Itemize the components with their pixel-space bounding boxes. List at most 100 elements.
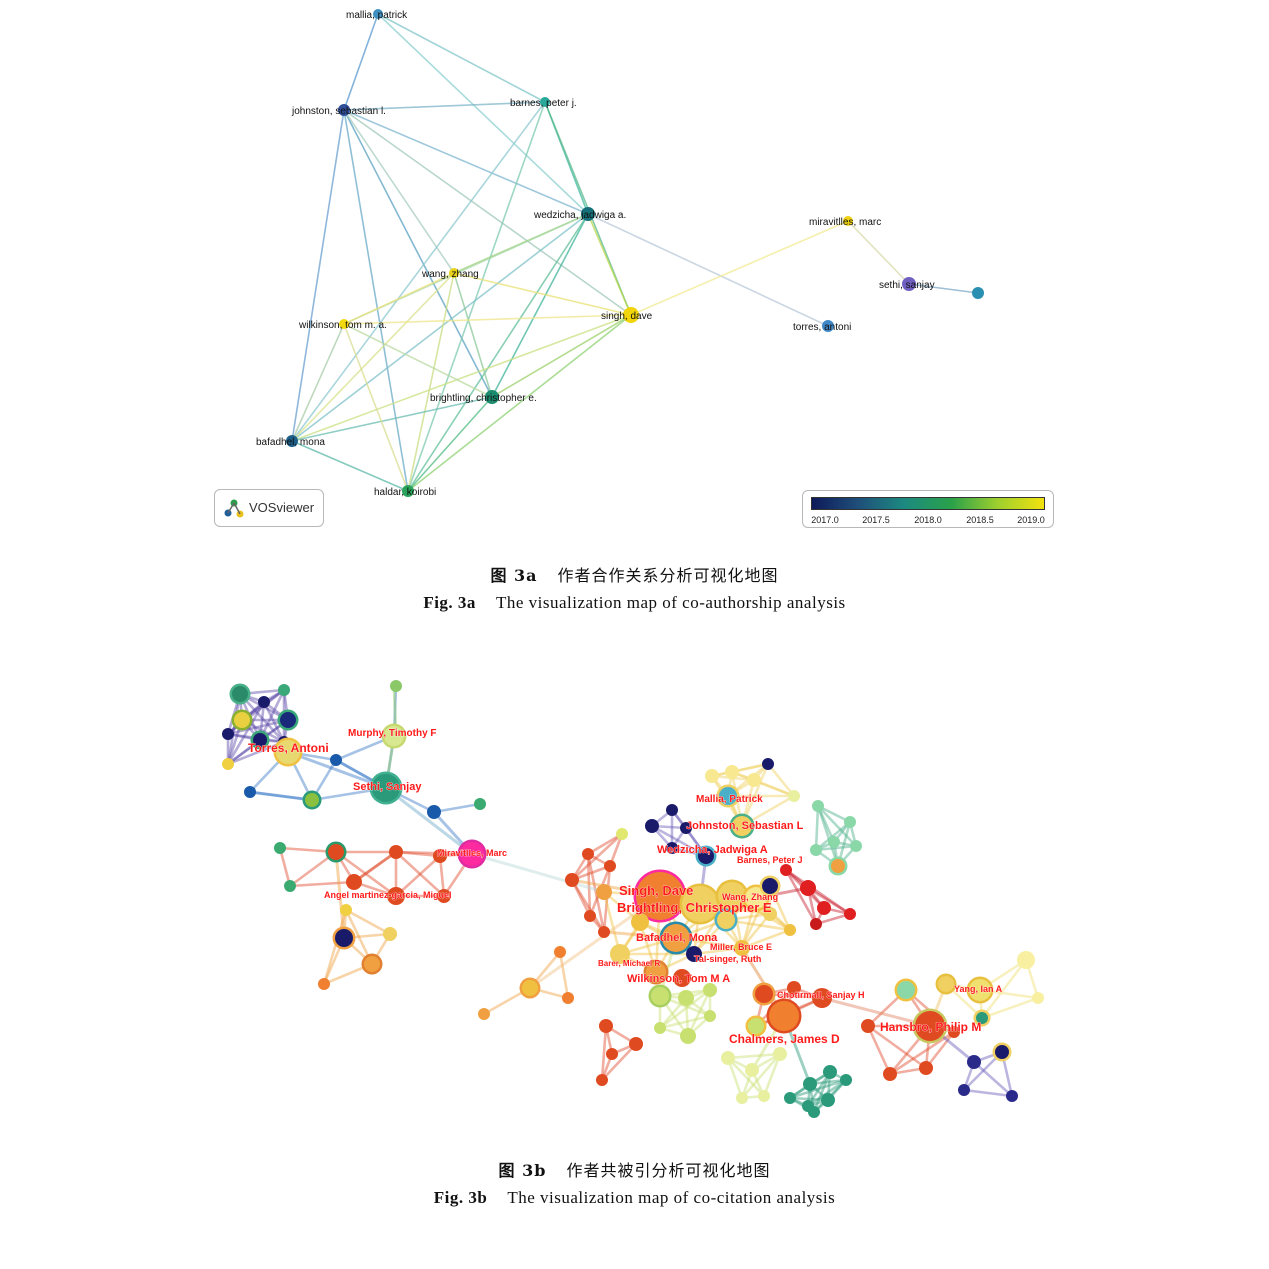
edge	[529, 894, 661, 990]
node	[821, 1093, 835, 1107]
node	[1032, 992, 1044, 1004]
edge-wedzicha-singh	[587, 213, 632, 316]
node	[1017, 951, 1035, 969]
node	[646, 962, 666, 982]
node	[948, 1026, 960, 1038]
node	[1006, 1090, 1018, 1102]
node	[976, 1012, 988, 1024]
author-label: Wedzicha, Jadwiga A	[657, 844, 768, 856]
figure-3a-caption-en: Fig. 3a The visualization map of co-autho…	[0, 593, 1269, 613]
node	[758, 1090, 770, 1102]
node	[915, 1011, 945, 1041]
co-citation-network: Torres, Antoni Murphy, Timothy F Sethi, Sa…	[222, 680, 1044, 1118]
caption-label: 图 3b	[498, 1161, 547, 1180]
edge-wedzicha-torres	[587, 213, 829, 327]
edge	[817, 805, 857, 847]
author-label: Tal-singer, Ruth	[694, 954, 761, 964]
vosviewer-icon	[224, 499, 244, 518]
edge-mallia-wedzicha	[377, 13, 589, 215]
node-label-sethi: sethi, sanjay	[879, 280, 935, 291]
node	[831, 859, 845, 873]
node	[736, 1092, 748, 1104]
edge-singh-haldar	[407, 314, 632, 492]
edge	[322, 909, 348, 985]
node	[390, 680, 402, 692]
edge	[731, 770, 795, 798]
node	[718, 882, 746, 910]
node	[800, 880, 816, 896]
edge	[227, 740, 285, 766]
node	[666, 842, 678, 854]
node-brightling	[485, 390, 499, 404]
author-label: Brightling, Christopher E	[617, 900, 772, 915]
node	[755, 985, 773, 1003]
node	[280, 712, 296, 728]
node	[803, 1077, 817, 1091]
edge	[558, 951, 570, 999]
node	[584, 910, 596, 922]
node	[384, 726, 404, 746]
node	[680, 1028, 696, 1044]
edge	[334, 851, 346, 939]
edge-miravitlles-sethi	[847, 220, 910, 285]
node	[747, 773, 761, 787]
node	[828, 836, 840, 848]
node	[554, 946, 566, 958]
node	[222, 758, 234, 770]
edge	[249, 790, 313, 802]
node	[629, 1037, 643, 1051]
author-label: Singh, Dave	[619, 883, 693, 898]
node	[318, 978, 330, 990]
edge	[807, 1078, 847, 1108]
node-label-torres: torres, antoni	[793, 322, 851, 333]
edge	[602, 891, 622, 955]
node-label-mallia: mallia, patrick	[346, 10, 408, 21]
node	[745, 887, 767, 909]
node	[919, 1061, 933, 1075]
edge-johnston-barnes	[343, 101, 546, 111]
edge	[600, 1025, 608, 1081]
node	[604, 860, 616, 872]
node-label-singh: singh, dave	[601, 311, 653, 322]
node	[387, 887, 405, 905]
edge-barnes-bafadhel	[291, 101, 546, 442]
node	[631, 913, 649, 931]
edge	[385, 786, 473, 856]
co-authorship-network: mallia, patrick johnston, sebastian l. bar…	[256, 9, 984, 498]
node	[748, 1018, 764, 1034]
edge	[693, 946, 743, 956]
edge-bafadhel-wilkinson	[291, 323, 345, 442]
node-label-haldar: haldar, koirobi	[374, 487, 436, 498]
node	[938, 976, 954, 992]
node-mallia	[373, 9, 383, 19]
edge	[659, 988, 711, 1030]
edge	[686, 989, 712, 1037]
edge	[785, 868, 851, 916]
author-label: Sethi, Sanjay	[353, 781, 422, 793]
edge	[586, 853, 606, 933]
edge	[226, 701, 266, 765]
edge-bafadhel-haldar	[291, 440, 409, 492]
author-label: Murphy, Timothy F	[348, 728, 437, 739]
node	[995, 1045, 1009, 1059]
node	[719, 787, 737, 805]
edge-johnston-brightling	[343, 109, 493, 398]
node-label-wilkinson: wilkinson, tom m. a.	[298, 320, 387, 331]
author-label: Miravitlles, Marc	[437, 848, 507, 858]
node	[725, 765, 739, 779]
network-nodes	[286, 9, 984, 497]
node	[645, 819, 659, 833]
figure-3b: Torres, Antoni Murphy, Timothy F Sethi, Sa…	[0, 660, 1269, 1140]
legend-tick: 2017.0	[811, 515, 839, 525]
edge	[889, 1030, 955, 1076]
edge-brightling-haldar	[407, 396, 493, 492]
edge-wang-wilkinson	[343, 272, 455, 325]
node	[599, 1019, 613, 1033]
edge-johnston-wang	[343, 109, 455, 274]
edge	[867, 1024, 927, 1070]
node-label-bafadhel: bafadhel, mona	[256, 437, 325, 448]
node	[732, 816, 752, 836]
node	[654, 1022, 666, 1034]
node	[810, 844, 822, 856]
caption-text: 作者共被引分析可视化地图	[566, 1161, 771, 1180]
